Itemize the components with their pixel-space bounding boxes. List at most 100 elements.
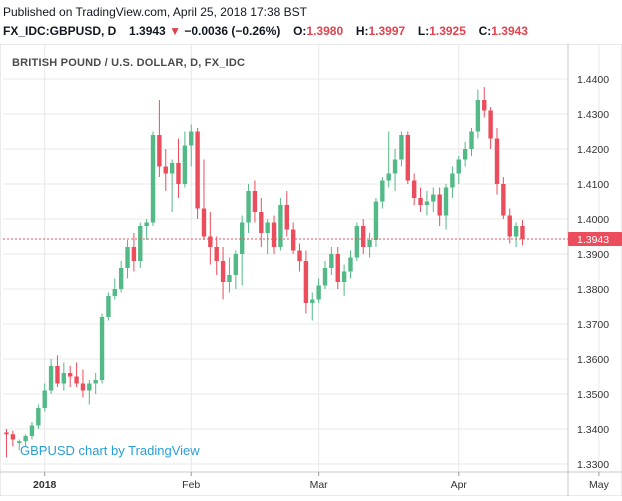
quote-bar: FX_IDC:GBPUSD, D 1.3943 ▼ −0.0036 (−0.26… bbox=[3, 24, 528, 38]
candle-body bbox=[220, 261, 226, 282]
candle-body bbox=[443, 187, 449, 216]
candle-body bbox=[259, 212, 264, 233]
candle-body bbox=[271, 222, 277, 247]
candle-body bbox=[233, 254, 239, 275]
candle-body bbox=[189, 131, 194, 146]
open-label: O: bbox=[293, 24, 307, 38]
candle-body bbox=[297, 250, 302, 261]
price-axis[interactable]: 1.4400 1.4300 1.4200 1.4100 1.4000 1.3900 1.38… bbox=[577, 74, 609, 471]
price-tick-label: 1.4100 bbox=[577, 179, 609, 191]
candle-body bbox=[316, 285, 321, 300]
time-tick-label: May bbox=[589, 479, 610, 491]
candle-body bbox=[169, 163, 175, 174]
high-value: 1.3997 bbox=[368, 24, 406, 38]
price-tick-label: 1.3600 bbox=[577, 354, 609, 366]
time-tick-label: 2018 bbox=[33, 479, 57, 491]
candle-body bbox=[10, 434, 16, 440]
candle-body bbox=[227, 275, 232, 282]
candle-body bbox=[456, 159, 461, 174]
candle-body bbox=[367, 240, 372, 247]
time-axis[interactable]: 2018 Feb Mar Apr May bbox=[33, 472, 610, 491]
candle-body bbox=[74, 376, 79, 384]
price-tick-label: 1.3900 bbox=[577, 249, 609, 261]
last-price-tag-text: 1.3943 bbox=[577, 234, 609, 246]
candle-body bbox=[399, 135, 404, 160]
candle-body bbox=[322, 268, 328, 286]
chart-title: BRITISH POUND / U.S. DOLLAR, D, FX_IDC bbox=[12, 57, 245, 69]
candle-body bbox=[106, 296, 111, 317]
candle-body bbox=[195, 131, 200, 209]
price-tick-label: 1.4300 bbox=[577, 109, 609, 121]
candle-body bbox=[208, 236, 213, 247]
candle-body bbox=[93, 380, 98, 384]
candle-body bbox=[157, 135, 162, 167]
price-tick-label: 1.3400 bbox=[577, 424, 609, 436]
down-arrow-icon: ▼ bbox=[169, 24, 181, 38]
candle-body bbox=[469, 131, 474, 149]
candle-body bbox=[341, 271, 347, 282]
candle-body bbox=[386, 173, 391, 181]
candle-body bbox=[303, 261, 309, 303]
published-caption: Published on TradingView.com, April 25, … bbox=[3, 5, 307, 19]
high-label: H: bbox=[355, 24, 369, 38]
candle-body bbox=[450, 173, 455, 188]
price-tick-label: 1.3800 bbox=[577, 284, 609, 296]
candle-body bbox=[278, 205, 283, 247]
candle-body bbox=[437, 194, 442, 216]
candle-body bbox=[424, 201, 430, 205]
close-label: C: bbox=[478, 24, 492, 38]
open-value: 1.3980 bbox=[306, 24, 344, 38]
candles bbox=[4, 87, 525, 457]
candle-body bbox=[125, 247, 130, 268]
candle-body bbox=[501, 184, 506, 216]
candle-body bbox=[335, 254, 340, 282]
candle-body bbox=[310, 299, 315, 303]
candle-body bbox=[4, 432, 9, 435]
candle-body bbox=[462, 149, 468, 160]
candle-body bbox=[431, 194, 436, 202]
candle-body bbox=[118, 268, 124, 289]
time-tick-label: Feb bbox=[182, 479, 200, 491]
candle-body bbox=[329, 254, 334, 268]
chart-frame[interactable]: BRITISH POUND / U.S. DOLLAR, D, FX_IDC 1… bbox=[0, 43, 622, 497]
price-tick-label: 1.3300 bbox=[577, 459, 609, 471]
candle-body bbox=[29, 425, 35, 436]
candle-body bbox=[380, 180, 385, 202]
candle-body bbox=[284, 205, 289, 230]
last-price: 1.3943 bbox=[129, 24, 166, 38]
candlestick-chart[interactable]: BRITISH POUND / U.S. DOLLAR, D, FX_IDC 1… bbox=[0, 43, 622, 497]
candle-body bbox=[176, 163, 181, 184]
candle-body bbox=[373, 201, 379, 240]
candle-body bbox=[348, 257, 353, 272]
candle-body bbox=[482, 100, 487, 111]
candle-body bbox=[411, 180, 417, 198]
candle-body bbox=[55, 366, 60, 384]
candle-body bbox=[246, 191, 251, 223]
candle-body bbox=[163, 166, 168, 174]
symbol-label: FX_IDC:GBPUSD, D bbox=[3, 24, 117, 38]
close-value: 1.3943 bbox=[491, 24, 528, 38]
candle-body bbox=[68, 373, 73, 377]
candle-body bbox=[392, 159, 398, 174]
price-tick-label: 1.3700 bbox=[577, 319, 609, 331]
candle-body bbox=[150, 135, 156, 223]
candle-body bbox=[214, 247, 219, 261]
time-tick-label: Mar bbox=[310, 479, 329, 491]
candle-body bbox=[488, 110, 493, 139]
candle-body bbox=[144, 222, 149, 226]
low-label: L: bbox=[417, 24, 430, 38]
price-tick-label: 1.4200 bbox=[577, 144, 609, 156]
candle-body bbox=[513, 226, 519, 237]
candle-body bbox=[507, 215, 512, 237]
candle-body bbox=[80, 383, 86, 391]
candle-body bbox=[418, 198, 423, 205]
candle-body bbox=[265, 222, 270, 233]
low-value: 1.3925 bbox=[429, 24, 466, 38]
candle-body bbox=[17, 441, 22, 443]
candle-body bbox=[475, 100, 481, 132]
candle-body bbox=[252, 191, 258, 212]
candle-body bbox=[520, 226, 525, 239]
candle-body bbox=[61, 373, 67, 384]
price-tick-label: 1.3500 bbox=[577, 389, 609, 401]
price-tick-label: 1.4400 bbox=[577, 74, 609, 86]
